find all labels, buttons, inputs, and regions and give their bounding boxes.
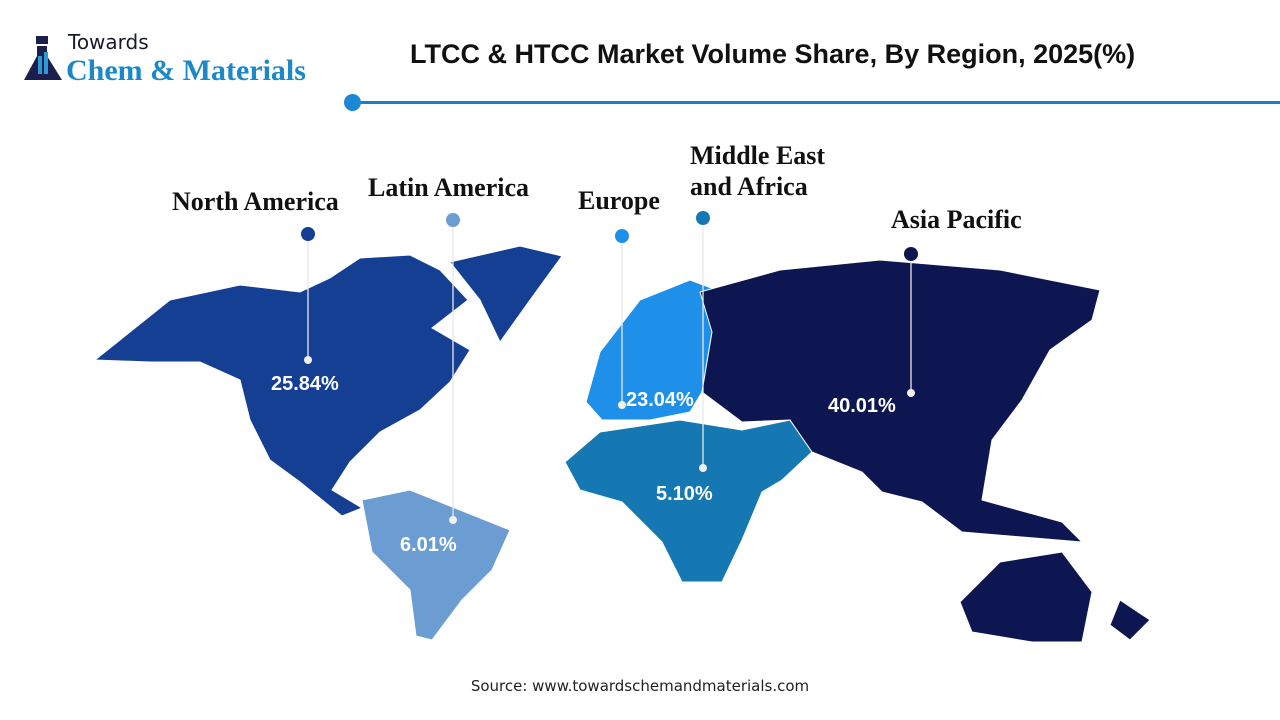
value-asia-pacific: 40.01%	[828, 395, 896, 417]
region-latin-america	[361, 489, 511, 641]
value-north-america: 25.84%	[271, 373, 339, 395]
region-middle-east-africa	[564, 419, 813, 583]
marker-dot-north-america	[301, 227, 315, 241]
logo: Towards Chem & Materials	[22, 32, 342, 88]
anchor-dot-asia-pacific	[907, 389, 915, 397]
anchor-dot-europe	[618, 401, 626, 409]
anchor-dot-latin-america	[449, 516, 457, 524]
label-europe: Europe	[578, 186, 660, 215]
label-north-america: North America	[172, 187, 339, 216]
label-latin-america: Latin America	[368, 173, 530, 202]
source-note: Source: www.towardschemandmaterials.com	[470, 677, 810, 695]
anchor-dot-north-america	[304, 356, 312, 364]
value-europe: 23.04%	[626, 389, 694, 411]
logo-brand: Chem & Materials	[66, 54, 306, 87]
marker-dot-latin-america	[446, 213, 460, 227]
value-latin-america: 6.01%	[400, 534, 457, 556]
region-asia-pacific	[1109, 599, 1151, 641]
divider-dot	[344, 94, 361, 111]
label-mea-line1: Middle East	[690, 141, 826, 170]
anchor-dot-mea	[699, 464, 707, 472]
chart-title: LTCC & HTCC Market Volume Share, By Regi…	[410, 39, 1136, 69]
marker-dot-europe	[615, 229, 629, 243]
region-asia-pacific	[959, 551, 1093, 643]
label-mea-line2: and Africa	[690, 172, 808, 201]
value-mea: 5.10%	[656, 483, 713, 505]
region-north-america	[449, 245, 563, 343]
title-divider	[358, 101, 1280, 104]
logo-towards: Towards	[68, 30, 149, 54]
marker-dot-mea	[696, 211, 710, 225]
region-asia-pacific	[699, 259, 1101, 543]
region-north-america	[93, 254, 471, 517]
marker-dot-asia-pacific	[904, 247, 918, 261]
label-asia-pacific: Asia Pacific	[891, 205, 1022, 234]
flask-icon	[24, 36, 62, 80]
